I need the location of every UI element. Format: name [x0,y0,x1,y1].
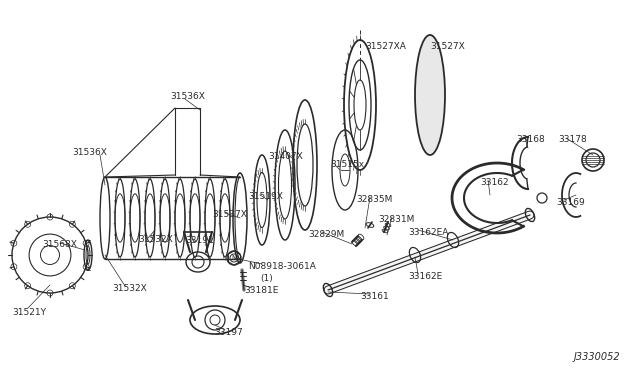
Text: 31527XA: 31527XA [365,42,406,51]
Text: 31527X: 31527X [430,42,465,51]
Text: (1): (1) [260,274,273,283]
Text: 33162: 33162 [480,178,509,187]
Text: 33197: 33197 [214,328,243,337]
Text: 31536X: 31536X [170,92,205,101]
Text: 31568X: 31568X [42,240,77,249]
Text: 31536X: 31536X [72,148,107,157]
Text: 31532X: 31532X [138,235,173,244]
Text: 33178: 33178 [558,135,587,144]
Text: 32829M: 32829M [308,230,344,239]
Text: J3330052: J3330052 [573,352,620,362]
Text: 32831M: 32831M [378,215,414,224]
Ellipse shape [415,35,445,155]
Text: N08918-3061A: N08918-3061A [248,262,316,271]
Text: 33162EA: 33162EA [408,228,449,237]
Text: 31521Y: 31521Y [12,308,46,317]
Text: 31519X: 31519X [248,192,283,201]
Text: 33161: 33161 [360,292,388,301]
Text: 32835M: 32835M [356,195,392,204]
Text: 33162E: 33162E [408,272,442,281]
Text: N: N [232,255,237,261]
Text: 31407X: 31407X [268,152,303,161]
Text: 31515x: 31515x [330,160,364,169]
Text: 33168: 33168 [516,135,545,144]
Text: 33191: 33191 [185,236,214,245]
Text: 31532X: 31532X [112,284,147,293]
Text: 31537X: 31537X [212,210,247,219]
Text: 33181E: 33181E [244,286,278,295]
Text: 33169: 33169 [556,198,585,207]
